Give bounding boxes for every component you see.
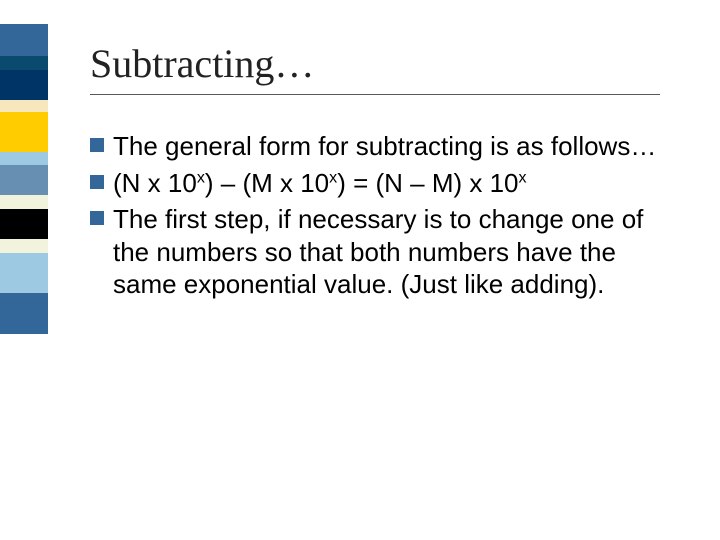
decor-stripe — [0, 152, 48, 165]
square-bullet-icon — [90, 138, 104, 152]
square-bullet-icon — [90, 175, 104, 189]
title-underline — [90, 94, 660, 95]
decor-stripe — [0, 209, 48, 239]
bullet-text: (N x 10x) – (M x 10x) = (N – M) x 10x — [113, 167, 527, 200]
decor-stripe — [0, 24, 48, 56]
bullet-text: The first step, if necessary is to chang… — [113, 203, 675, 301]
decor-stripe — [0, 195, 48, 209]
decor-stripe — [0, 253, 48, 293]
decor-stripe-band — [0, 24, 48, 334]
bullet-item: (N x 10x) – (M x 10x) = (N – M) x 10x — [90, 167, 675, 200]
decor-stripe — [0, 100, 48, 112]
decor-stripe — [0, 56, 48, 70]
slide-title: Subtracting… — [90, 40, 314, 87]
decor-stripe — [0, 293, 48, 334]
bullet-text: The general form for subtracting is as f… — [113, 130, 656, 163]
decor-stripe — [0, 70, 48, 100]
bullet-item: The first step, if necessary is to chang… — [90, 203, 675, 301]
decor-stripe — [0, 112, 48, 152]
square-bullet-icon — [90, 211, 104, 225]
decor-stripe — [0, 165, 48, 195]
bullet-item: The general form for subtracting is as f… — [90, 130, 675, 163]
bullet-list: The general form for subtracting is as f… — [90, 130, 675, 305]
decor-stripe — [0, 239, 48, 253]
